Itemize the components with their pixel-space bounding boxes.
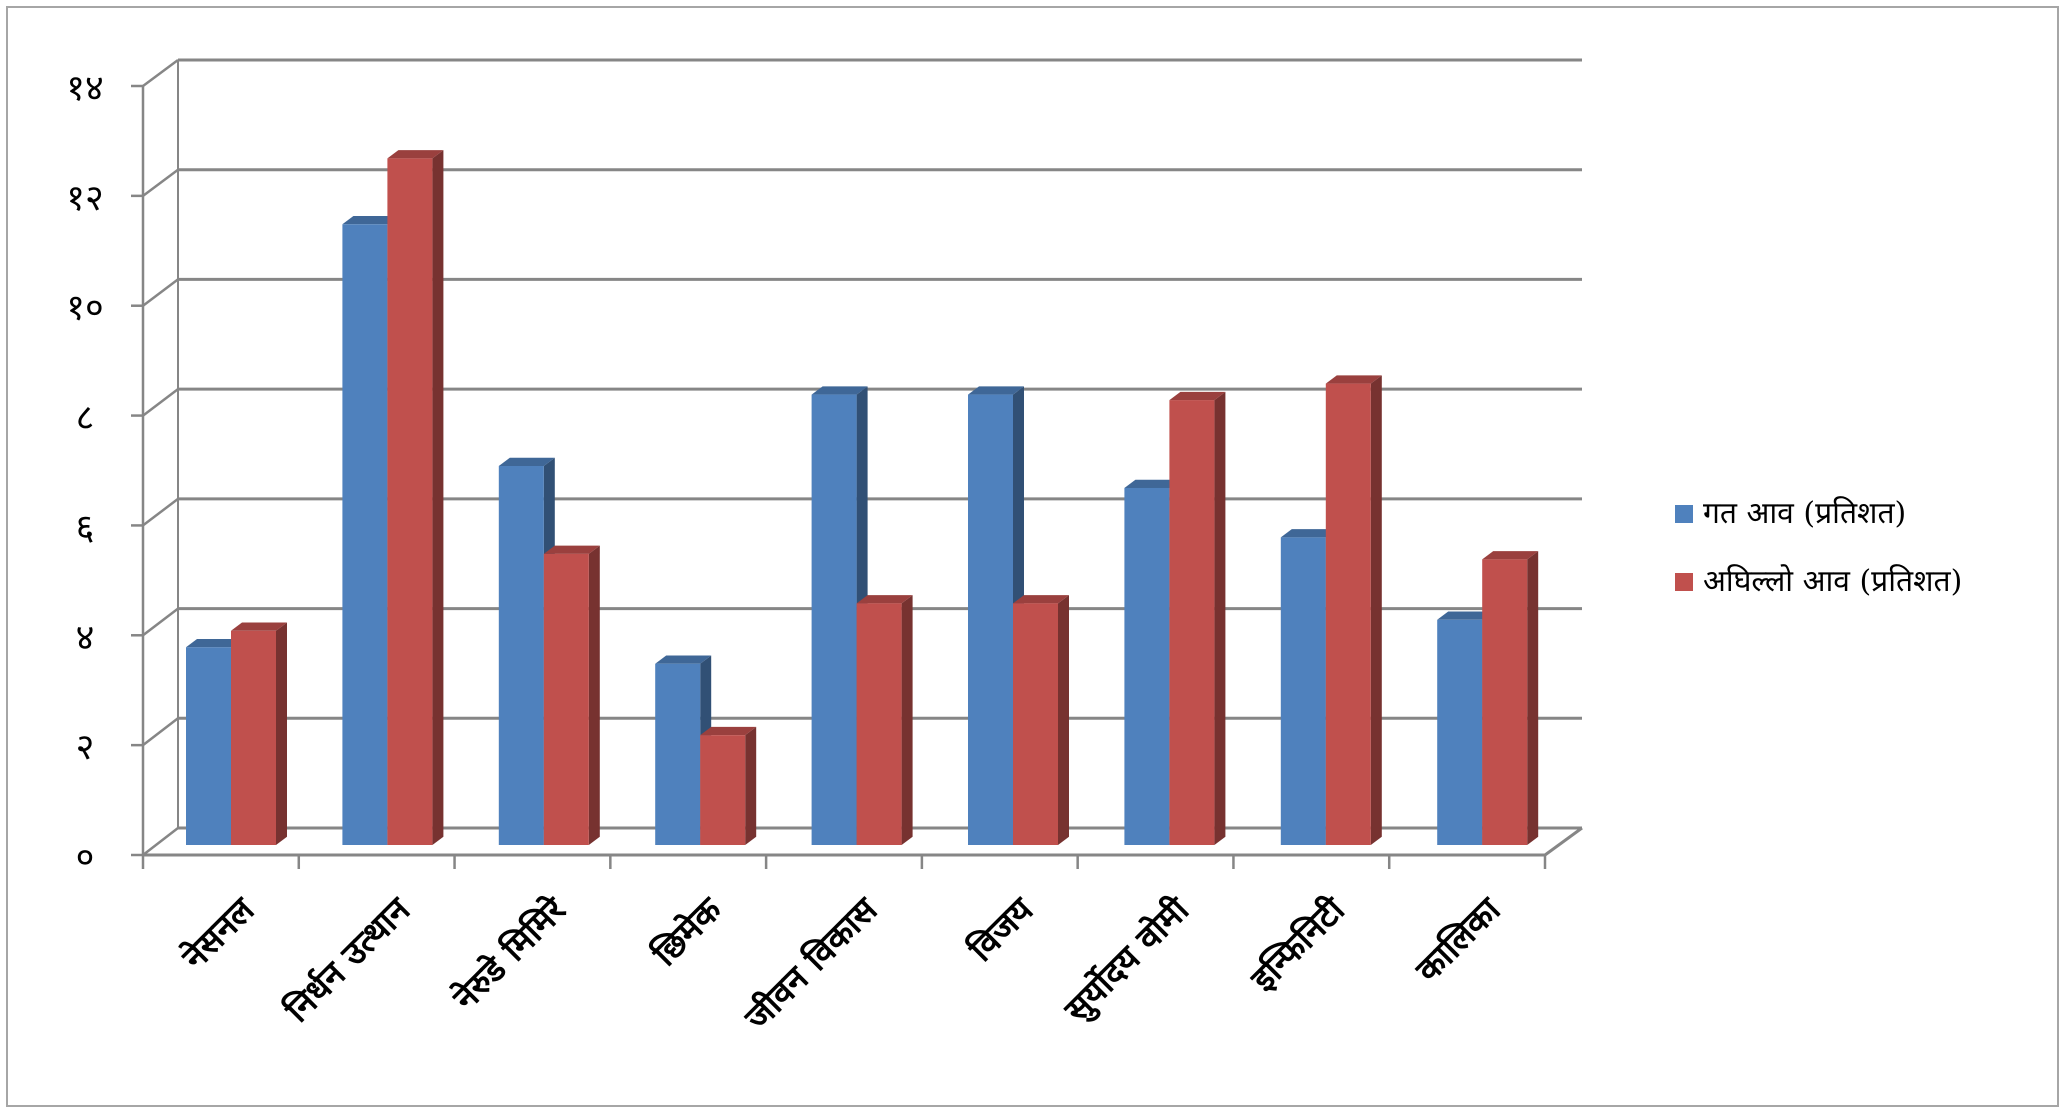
bar-top (342, 216, 399, 225)
bar-top (655, 655, 712, 664)
legend-label: अघिल्लो आव (प्रतिशत) (1703, 564, 1962, 599)
x-tick-label: निर्धन उत्थान (276, 889, 419, 1032)
bar-front (231, 630, 276, 845)
bar (1482, 551, 1539, 845)
bar-top (1169, 391, 1226, 401)
legend-item: अघिल्लो आव (प्रतिशत) (1675, 564, 1962, 599)
x-tick-label: जीवन विकास (736, 889, 886, 1039)
x-tick-label: सुर्योदय वोमी (1056, 889, 1199, 1032)
bar-front (1124, 487, 1170, 845)
floor-right-edge (1544, 826, 1583, 857)
bar-front (1482, 559, 1528, 845)
bar-side (901, 595, 913, 845)
bar-front (968, 394, 1013, 845)
bar-top (1437, 611, 1494, 620)
bar-top (231, 622, 287, 631)
gridline-connector (142, 607, 179, 637)
bar-side (1527, 551, 1539, 845)
bar-top (1325, 375, 1382, 384)
bar (1013, 595, 1069, 845)
bar-side (1370, 375, 1382, 845)
legend-label: गत आव (प्रतिशत) (1703, 496, 1906, 531)
bar-front (1325, 383, 1371, 845)
bar-front (811, 394, 857, 845)
bars (186, 150, 1539, 846)
bar-front (1013, 603, 1058, 845)
bar (231, 622, 287, 845)
y-tick-label: १४ (66, 68, 103, 109)
bar-side (745, 726, 757, 845)
bar-front (342, 224, 388, 846)
legend-item: गत आव (प्रतिशत) (1675, 496, 1906, 531)
x-tick-labels: नेसनल निर्धन उत्थान नेरुडे मिमिरे छिमेक जीवन… (173, 888, 1509, 1039)
bar-top (1013, 595, 1069, 604)
bar (856, 595, 913, 845)
legend: गत आव (प्रतिशत) अघिल्लो आव (प्रतिशत) (1675, 496, 1962, 599)
gridline-connector (142, 168, 179, 197)
bar-top (387, 150, 444, 159)
bar-side (588, 545, 600, 845)
y-tick-label: ६ (76, 507, 95, 548)
y-tick-label: २ (76, 727, 95, 768)
bar-front (856, 603, 902, 845)
bar-front (1169, 400, 1215, 845)
bar-top (700, 726, 757, 736)
bar-top (1124, 479, 1181, 488)
y-tick-label: १२ (66, 178, 103, 219)
bar-top (543, 545, 600, 554)
bar (1325, 375, 1382, 845)
bar-side (1214, 391, 1226, 845)
x-tick-label: विजय (960, 888, 1042, 970)
bar-front (1280, 537, 1326, 845)
x-tick-label: इन्फिनिटी (1242, 889, 1354, 1001)
x-tick-label: नेरुडे मिमिरे (444, 889, 574, 1019)
bar-top (1482, 551, 1539, 560)
bar-top (1280, 529, 1337, 538)
bar-side (1058, 595, 1069, 845)
bar (387, 150, 444, 846)
bar-front (700, 735, 746, 845)
gridline-connector (142, 717, 179, 747)
y-tick-label: ८ (76, 398, 95, 439)
gridline-connector (142, 827, 179, 856)
bar-side (276, 622, 287, 845)
y-tick-label: ० (76, 837, 95, 878)
legend-swatch (1675, 573, 1693, 591)
bar-front (186, 647, 231, 845)
bar-top (856, 595, 913, 604)
gridline-connector (142, 388, 179, 417)
bar-front (655, 663, 701, 845)
bar-top (498, 457, 555, 466)
x-tick-label: नेसनल (173, 888, 263, 978)
bar-front (387, 158, 433, 846)
bar-front (1437, 619, 1483, 845)
bar-side (432, 150, 444, 846)
bar-front (543, 553, 589, 845)
y-tick-label: १० (66, 288, 103, 329)
x-tick-label: कालिका (1407, 889, 1509, 991)
bar-top (968, 386, 1024, 395)
legend-swatch (1675, 505, 1693, 523)
bar (968, 386, 1024, 845)
bar (700, 726, 757, 845)
x-tick-label: छिमेक (644, 888, 731, 975)
bar (543, 545, 600, 845)
bar-front (498, 465, 544, 845)
gridline-connector (142, 278, 179, 307)
gridline-connector (142, 58, 179, 88)
y-tick-label: ४ (76, 617, 95, 658)
bar-top (811, 386, 868, 395)
bar (1169, 391, 1226, 845)
bar-top (186, 639, 242, 648)
gridline-connector (142, 497, 179, 527)
